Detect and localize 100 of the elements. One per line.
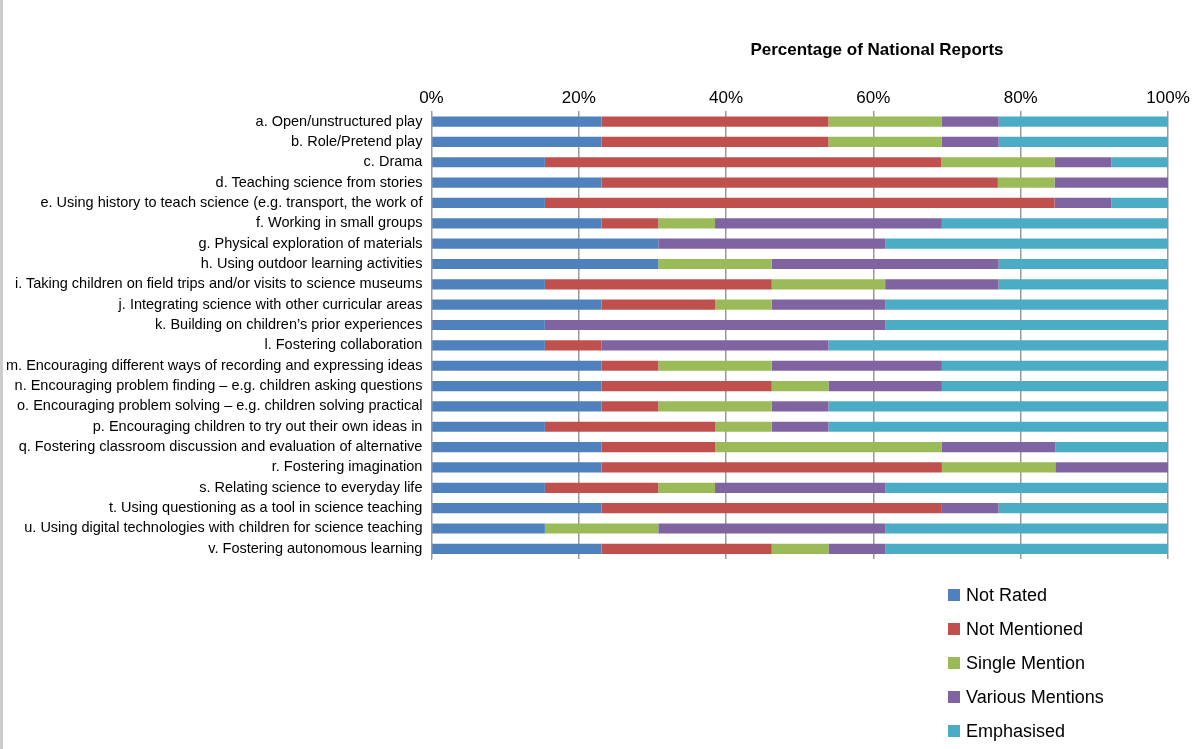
bar (432, 401, 602, 412)
bar (601, 136, 829, 148)
bar (715, 482, 886, 493)
bar (601, 340, 829, 351)
bar (941, 136, 999, 148)
bar (941, 218, 1168, 229)
bar (658, 258, 772, 270)
bar (432, 238, 659, 249)
bar (941, 157, 1055, 168)
bar (998, 116, 1168, 127)
bar (771, 299, 886, 310)
bar (658, 238, 886, 249)
bar (1054, 157, 1112, 168)
bar (601, 380, 772, 392)
bar (998, 279, 1168, 290)
y-tick-label: p. Encouraging children to try out their own ideas in (92, 417, 423, 434)
bar (544, 523, 659, 534)
bar (432, 197, 545, 209)
bar (998, 503, 1168, 514)
bar (997, 177, 1055, 188)
y-tick-label: h. Using outdoor learning activities (200, 254, 423, 271)
x-tick-label: 100% (1146, 87, 1190, 107)
bar (601, 299, 716, 310)
bar (941, 116, 999, 127)
bar (432, 136, 602, 148)
bar (771, 380, 829, 392)
bar (885, 482, 1168, 493)
legend-label: Emphasised (966, 720, 1066, 742)
y-tick-label: g. Physical exploration of materials (198, 234, 423, 251)
bar (432, 482, 545, 493)
bar (1054, 197, 1112, 209)
legend-label: Not Mentioned (966, 618, 1084, 640)
bar (1055, 462, 1168, 473)
bar (941, 360, 1168, 371)
bar (941, 442, 1056, 453)
y-tick-label: o. Encouraging problem solving – e.g. children solving practical (17, 397, 423, 414)
bar (432, 462, 602, 473)
x-axis-title: Percentage of National Reports (749, 40, 1005, 60)
bar (828, 421, 1168, 432)
y-tick-label: f. Working in small groups (255, 214, 423, 231)
y-tick-label: e. Using history to teach science (e.g. transport, the work of (40, 193, 424, 210)
bar (601, 177, 998, 188)
y-tick-label: c. Drama (363, 153, 424, 170)
bar (885, 238, 1168, 249)
bar (771, 421, 829, 432)
bar (885, 523, 1168, 534)
y-tick-label: i. Taking children on field trips and/or visits to science museums (14, 275, 423, 292)
bar (544, 279, 772, 290)
y-tick-label: t. Using questioning as a tool in science teaching (108, 499, 423, 516)
bar (432, 157, 545, 168)
bar (658, 218, 716, 229)
y-tick-label: d. Teaching science from stories (215, 173, 423, 190)
bar (771, 360, 942, 371)
bar (828, 401, 1168, 412)
bar (828, 380, 942, 392)
bar (828, 136, 942, 148)
y-tick-label: n. Encouraging problem finding – e.g. children asking questions (14, 377, 423, 394)
bar (885, 299, 1168, 310)
bar (715, 421, 772, 432)
bar (1111, 197, 1168, 209)
bar (601, 360, 659, 371)
bar (771, 258, 999, 270)
bar (658, 401, 772, 412)
y-tick-label: s. Relating science to everyday life (199, 478, 423, 495)
bar (432, 258, 659, 270)
bar (432, 503, 602, 514)
bar (941, 462, 1056, 473)
bar (885, 279, 999, 290)
bar (771, 401, 829, 412)
bar (601, 543, 772, 554)
bar (998, 136, 1168, 148)
bar (715, 442, 942, 453)
bar (885, 319, 1168, 331)
y-tick-label: k. Building on children’s prior experiences (155, 316, 423, 333)
bar (1055, 442, 1168, 453)
bar (941, 380, 1168, 392)
bar (544, 157, 942, 168)
bar (828, 116, 942, 127)
bar (941, 503, 999, 514)
bar (1111, 157, 1168, 168)
bar (432, 177, 602, 188)
x-tick-label: 80% (1003, 87, 1038, 107)
y-tick-label: u. Using digital technologies with children for science teaching (24, 519, 423, 536)
bar (432, 523, 545, 534)
bar (715, 299, 772, 310)
bar (658, 360, 772, 371)
x-tick-label: 0% (419, 87, 444, 107)
y-tick-label: a. Open/unstructured play (255, 112, 424, 129)
bar (998, 258, 1168, 270)
bar (601, 503, 942, 514)
bar (771, 543, 829, 554)
x-tick-label: 60% (856, 87, 891, 107)
bar (432, 299, 602, 310)
y-tick-label: j. Integrating science with other curricular areas (117, 295, 423, 312)
y-tick-label: r. Fostering imagination (271, 458, 423, 475)
bar (432, 279, 545, 290)
bar (885, 543, 1168, 554)
bar (432, 380, 602, 392)
bar (544, 319, 886, 331)
x-tick-label: 40% (709, 87, 744, 107)
